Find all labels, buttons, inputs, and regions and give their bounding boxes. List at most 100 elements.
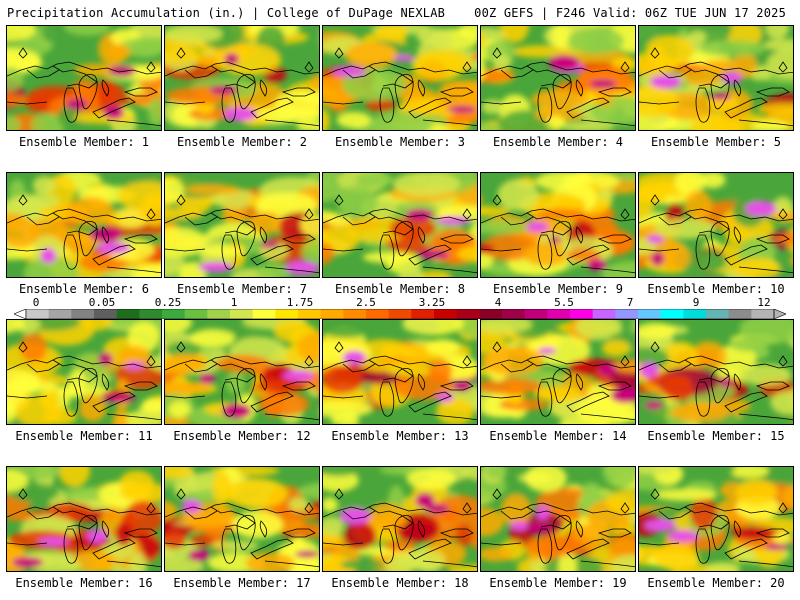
map-boundary-line — [236, 74, 256, 110]
map-boundary-line — [281, 381, 316, 391]
ensemble-member-label: Ensemble Member: 17 — [173, 576, 311, 590]
map-boundary-line — [323, 502, 477, 518]
map-boundary-line — [639, 355, 793, 371]
map-boundary-line — [417, 79, 426, 97]
map-boundary-line — [481, 61, 635, 77]
map-boundary-line — [724, 538, 768, 560]
map-boundary-line — [165, 208, 319, 224]
colorbar-cell — [71, 309, 95, 319]
ensemble-member-label: Ensemble Member: 1 — [18, 135, 150, 149]
map-boundary-line — [639, 542, 793, 568]
ensemble-map-panel — [6, 466, 162, 572]
map-boundary-line — [394, 368, 414, 404]
ensemble-map-panel — [164, 25, 320, 131]
precipitation-field — [7, 467, 161, 571]
map-boundary-line — [492, 341, 630, 367]
colorbar-cell — [434, 309, 457, 319]
ensemble-map-panel — [480, 466, 636, 572]
map-boundary-line — [552, 221, 572, 257]
map-boundary-line — [566, 244, 610, 266]
colorbar-tick-label: 0.05 — [88, 296, 116, 309]
ensemble-map-panel — [638, 172, 794, 278]
map-boundary-line — [379, 381, 395, 417]
map-boundary-line — [755, 381, 790, 391]
map-boundary-line — [394, 221, 414, 257]
precipitation-field — [481, 173, 635, 277]
colorbar-cell — [48, 309, 72, 319]
map-boundary-line — [92, 244, 136, 266]
map-boundary-line — [221, 528, 237, 564]
colorbar-tick-label: 7 — [626, 296, 634, 309]
ensemble-map-panel — [6, 172, 162, 278]
colorbar-cell — [524, 309, 548, 319]
map-boundary-line — [379, 234, 395, 270]
map-boundary-line — [123, 381, 158, 391]
map-boundary-line — [552, 368, 572, 404]
map-boundary-line — [379, 528, 395, 564]
precipitation-field — [323, 320, 477, 424]
colorbar-tick-label: 3.25 — [418, 296, 446, 309]
map-boundary-line — [221, 87, 237, 123]
map-boundary-line — [281, 87, 316, 97]
map-boundary-line — [92, 391, 136, 413]
ensemble-member-label: Ensemble Member: 8 — [334, 282, 466, 296]
map-boundary-line — [101, 226, 110, 244]
ensemble-member-label: Ensemble Member: 10 — [647, 282, 785, 296]
colorbar-tick-label: 5.5 — [554, 296, 574, 309]
map-boundary-line — [7, 542, 161, 568]
map-boundary-line — [639, 248, 793, 274]
map-boundary-line — [221, 381, 237, 417]
ensemble-map-panel — [638, 25, 794, 131]
map-boundary-line — [259, 373, 268, 391]
map-boundary-line — [710, 515, 730, 551]
colorbar-cell — [479, 309, 503, 319]
map-boundary-line — [394, 515, 414, 551]
ensemble-map-panel — [322, 466, 478, 572]
map-boundary-line — [259, 79, 268, 97]
map-boundary-line — [165, 355, 319, 371]
colorbar-cell — [343, 309, 367, 319]
map-boundary-line — [650, 488, 788, 514]
colorbar-cell — [252, 309, 276, 319]
colorbar-tick-label: 0 — [32, 296, 40, 309]
ensemble-map-panel — [6, 25, 162, 131]
map-boundary-line — [481, 395, 635, 421]
ensemble-map-panel — [480, 319, 636, 425]
map-boundary-line — [78, 515, 98, 551]
map-boundary-line — [537, 381, 553, 417]
map-boundary-line — [575, 373, 584, 391]
ensemble-map-panel — [480, 172, 636, 278]
precipitation-field — [165, 173, 319, 277]
ensemble-member-label: Ensemble Member: 16 — [15, 576, 153, 590]
map-boundary-line — [710, 221, 730, 257]
ensemble-member-label: Ensemble Member: 4 — [492, 135, 624, 149]
map-boundary-line — [63, 381, 79, 417]
map-boundary-line — [566, 97, 610, 119]
colorbar-cell — [230, 309, 253, 319]
map-boundary-line — [250, 391, 294, 413]
map-boundary-line — [323, 208, 477, 224]
map-boundary-line — [408, 97, 452, 119]
precipitation-field — [165, 26, 319, 130]
map-boundary-line — [250, 244, 294, 266]
map-boundary-line — [481, 208, 635, 224]
colorbar-tick-label: 1 — [230, 296, 238, 309]
map-boundary-line — [566, 538, 610, 560]
map-boundary-line — [417, 520, 426, 538]
colorbar-tick-label: 1.75 — [286, 296, 314, 309]
map-boundary-line — [236, 515, 256, 551]
precipitation-field — [481, 320, 635, 424]
map-boundary-line — [7, 61, 161, 77]
map-boundary-line — [639, 395, 793, 421]
precipitation-field — [323, 173, 477, 277]
map-boundary-line — [176, 488, 314, 514]
map-boundary-line — [221, 234, 237, 270]
map-boundary-line — [165, 248, 319, 274]
map-boundary-line — [165, 502, 319, 518]
ensemble-member-label: Ensemble Member: 7 — [176, 282, 308, 296]
map-boundary-line — [733, 79, 742, 97]
map-boundary-line — [408, 244, 452, 266]
map-boundary-line — [334, 47, 472, 73]
map-boundary-line — [18, 488, 156, 514]
ensemble-member-label: Ensemble Member: 18 — [331, 576, 469, 590]
